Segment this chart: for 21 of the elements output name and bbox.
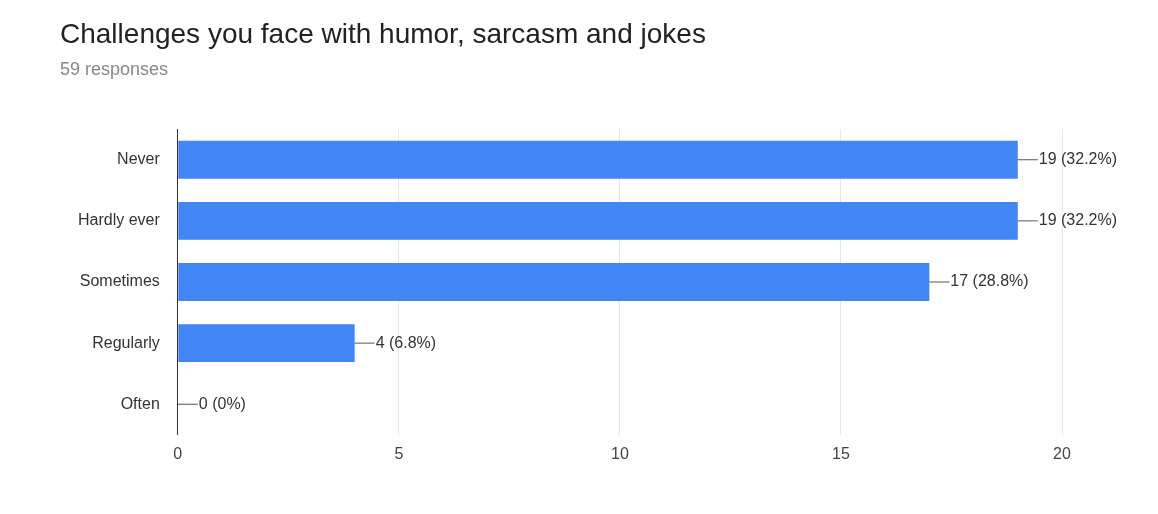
y-tick-label: Hardly ever (77, 211, 161, 229)
data-label: 19 (32.2%) (1038, 150, 1118, 168)
bar (178, 263, 930, 301)
data-label: 0 (0%) (198, 394, 246, 412)
x-tick-label: 5 (394, 444, 404, 462)
bar (178, 140, 1018, 179)
y-tick-label: Regularly (92, 333, 160, 351)
data-label: 17 (28.8%) (950, 272, 1029, 290)
x-tick-label: 15 (832, 444, 850, 462)
y-tick-label: Often (120, 394, 160, 412)
x-tick-label: 0 (173, 444, 183, 462)
y-tick-label: Sometimes (79, 272, 160, 290)
x-tick-label: 10 (611, 444, 629, 462)
bar (178, 201, 1018, 240)
x-tick-label: 20 (1053, 444, 1071, 462)
chart-subtitle: 59 responses (60, 59, 169, 80)
bar (178, 324, 355, 363)
data-label: 4 (6.8%) (375, 333, 437, 351)
chart-title: Challenges you face with humor, sarcasm and jokes (60, 17, 706, 49)
data-label: 19 (32.2%) (1038, 211, 1118, 229)
y-tick-label: Never (117, 150, 161, 168)
